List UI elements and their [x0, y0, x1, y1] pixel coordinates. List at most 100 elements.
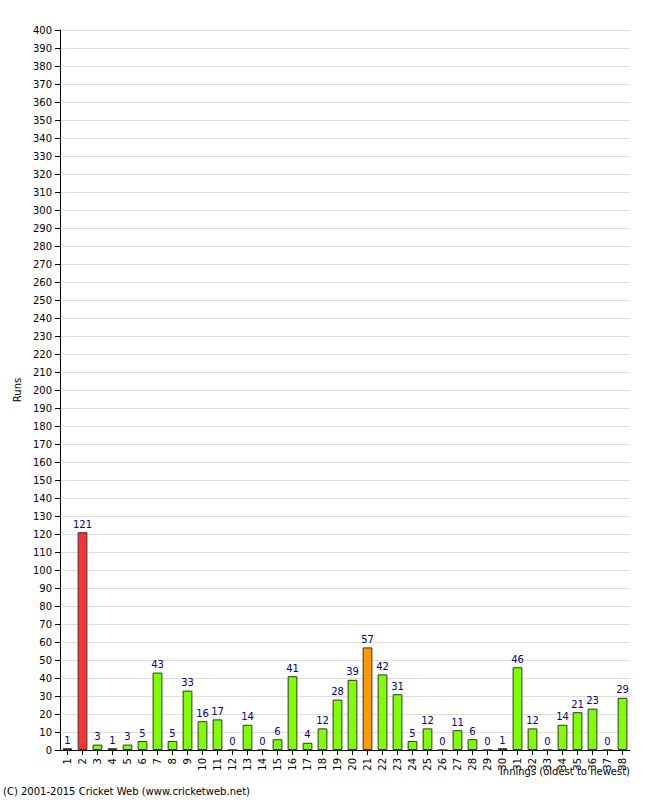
svg-text:22: 22 — [377, 758, 388, 771]
svg-text:10: 10 — [39, 727, 52, 738]
svg-text:100: 100 — [33, 565, 52, 576]
svg-text:180: 180 — [33, 421, 52, 432]
svg-text:39: 39 — [346, 666, 359, 677]
svg-text:17: 17 — [302, 758, 313, 771]
svg-text:14: 14 — [556, 711, 569, 722]
svg-text:5: 5 — [169, 728, 175, 739]
svg-text:0: 0 — [46, 745, 52, 756]
svg-text:23: 23 — [392, 758, 403, 771]
svg-text:130: 130 — [33, 511, 52, 522]
svg-text:210: 210 — [33, 367, 52, 378]
svg-text:38: 38 — [617, 758, 628, 771]
svg-text:14: 14 — [257, 758, 268, 771]
svg-text:70: 70 — [39, 619, 52, 630]
svg-text:160: 160 — [33, 457, 52, 468]
svg-text:400: 400 — [33, 25, 52, 36]
svg-text:12: 12 — [227, 758, 238, 771]
svg-text:8: 8 — [167, 758, 178, 764]
svg-text:34: 34 — [557, 758, 568, 771]
svg-text:1: 1 — [64, 735, 70, 746]
svg-text:110: 110 — [33, 547, 52, 558]
svg-text:1: 1 — [499, 735, 505, 746]
svg-text:230: 230 — [33, 331, 52, 342]
svg-text:380: 380 — [33, 61, 52, 72]
svg-text:0: 0 — [229, 736, 235, 747]
svg-text:Runs: Runs — [12, 378, 23, 402]
svg-text:21: 21 — [571, 699, 584, 710]
svg-text:14: 14 — [241, 711, 254, 722]
svg-text:28: 28 — [331, 686, 344, 697]
svg-text:300: 300 — [33, 205, 52, 216]
svg-text:6: 6 — [469, 726, 475, 737]
svg-text:10: 10 — [197, 758, 208, 771]
svg-text:250: 250 — [33, 295, 52, 306]
svg-text:3: 3 — [92, 758, 103, 764]
svg-text:(C) 2001-2015 Cricket Web (www: (C) 2001-2015 Cricket Web (www.cricketwe… — [3, 786, 250, 797]
svg-text:340: 340 — [33, 133, 52, 144]
svg-text:33: 33 — [542, 758, 553, 771]
svg-text:31: 31 — [391, 681, 404, 692]
svg-text:33: 33 — [181, 677, 194, 688]
svg-text:4: 4 — [107, 758, 118, 764]
svg-text:0: 0 — [604, 736, 610, 747]
svg-text:4: 4 — [304, 729, 310, 740]
svg-text:29: 29 — [482, 758, 493, 771]
svg-text:35: 35 — [572, 758, 583, 771]
svg-text:26: 26 — [437, 758, 448, 771]
svg-text:310: 310 — [33, 187, 52, 198]
svg-text:0: 0 — [439, 736, 445, 747]
svg-text:121: 121 — [73, 519, 92, 530]
svg-text:28: 28 — [467, 758, 478, 771]
svg-text:350: 350 — [33, 115, 52, 126]
svg-text:150: 150 — [33, 475, 52, 486]
svg-text:320: 320 — [33, 169, 52, 180]
svg-text:36: 36 — [587, 758, 598, 771]
svg-text:5: 5 — [409, 728, 415, 739]
svg-text:37: 37 — [602, 758, 613, 771]
svg-text:0: 0 — [259, 736, 265, 747]
svg-text:90: 90 — [39, 583, 52, 594]
svg-text:43: 43 — [151, 659, 164, 670]
svg-text:120: 120 — [33, 529, 52, 540]
svg-text:140: 140 — [33, 493, 52, 504]
svg-text:23: 23 — [586, 695, 599, 706]
svg-text:19: 19 — [332, 758, 343, 771]
svg-text:30: 30 — [39, 691, 52, 702]
svg-text:5: 5 — [122, 758, 133, 764]
svg-text:390: 390 — [33, 43, 52, 54]
svg-text:50: 50 — [39, 655, 52, 666]
svg-text:360: 360 — [33, 97, 52, 108]
svg-text:16: 16 — [196, 708, 209, 719]
svg-text:290: 290 — [33, 223, 52, 234]
svg-text:240: 240 — [33, 313, 52, 324]
svg-text:29: 29 — [616, 684, 629, 695]
svg-text:31: 31 — [512, 758, 523, 771]
svg-text:0: 0 — [484, 736, 490, 747]
svg-text:20: 20 — [39, 709, 52, 720]
svg-text:9: 9 — [182, 758, 193, 764]
svg-text:17: 17 — [211, 706, 224, 717]
svg-text:40: 40 — [39, 673, 52, 684]
svg-text:16: 16 — [287, 758, 298, 771]
svg-text:200: 200 — [33, 385, 52, 396]
svg-text:270: 270 — [33, 259, 52, 270]
svg-text:30: 30 — [497, 758, 508, 771]
svg-text:6: 6 — [274, 726, 280, 737]
svg-text:220: 220 — [33, 349, 52, 360]
svg-text:15: 15 — [272, 758, 283, 771]
svg-text:1: 1 — [62, 758, 73, 764]
svg-text:6: 6 — [137, 758, 148, 764]
svg-text:12: 12 — [316, 715, 329, 726]
svg-text:11: 11 — [451, 717, 464, 728]
svg-text:21: 21 — [362, 758, 373, 771]
svg-text:3: 3 — [94, 731, 100, 742]
svg-text:3: 3 — [124, 731, 130, 742]
svg-text:330: 330 — [33, 151, 52, 162]
svg-text:20: 20 — [347, 758, 358, 771]
svg-text:12: 12 — [421, 715, 434, 726]
svg-text:1: 1 — [109, 735, 115, 746]
svg-text:27: 27 — [452, 758, 463, 771]
svg-text:25: 25 — [422, 758, 433, 771]
svg-text:280: 280 — [33, 241, 52, 252]
svg-text:24: 24 — [407, 758, 418, 771]
